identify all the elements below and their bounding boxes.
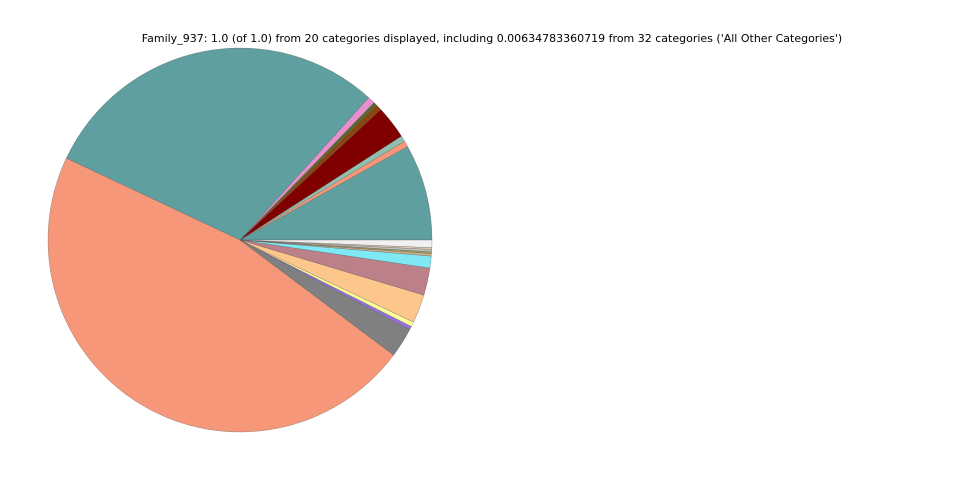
chart-title: Family_937: 1.0 (of 1.0) from 20 categor…	[142, 32, 842, 45]
pie	[47, 47, 433, 433]
pie-slice	[239, 146, 433, 241]
pie-slice	[47, 158, 394, 433]
pie-slice	[66, 47, 369, 241]
pie-slice	[239, 239, 433, 248]
